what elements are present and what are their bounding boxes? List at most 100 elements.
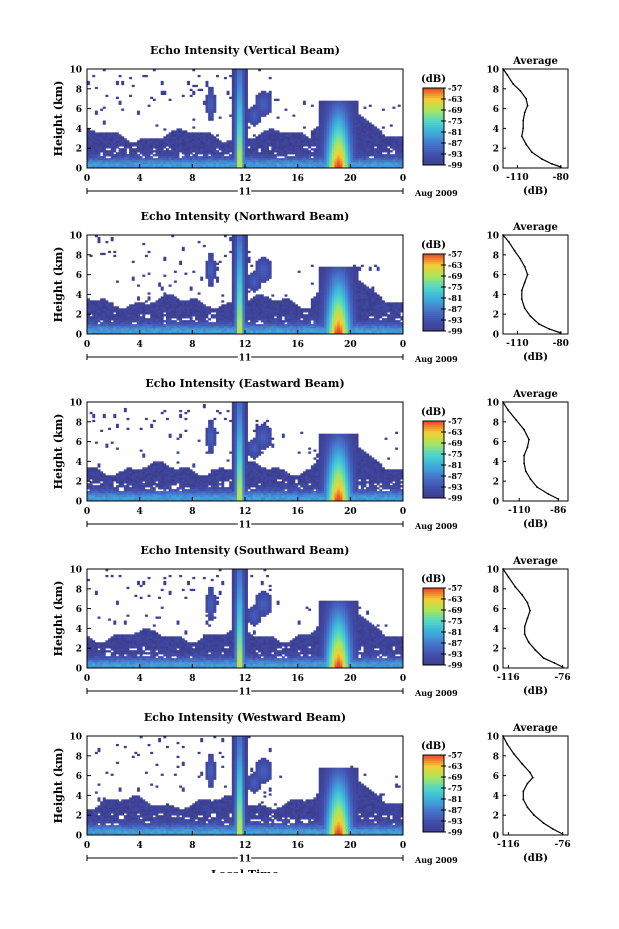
heatmap-cell [158, 142, 162, 145]
heatmap-cell [279, 330, 283, 333]
colorbar-tick-label: -69 [448, 105, 463, 115]
heatmap-cell [273, 140, 277, 143]
heatmap-cell [334, 326, 338, 329]
heatmap-cell [144, 156, 148, 159]
heatmap-cell [345, 150, 348, 153]
heatmap-cell [110, 330, 114, 333]
heatmap-cell [324, 158, 327, 161]
heatmap-cell [229, 114, 233, 117]
heatmap-cell [105, 320, 109, 323]
heatmap-cell [339, 150, 343, 153]
heatmap-cell [300, 138, 304, 141]
heatmap-cell [381, 160, 385, 163]
heatmap-cell [194, 148, 198, 151]
heatmap-cell [100, 164, 104, 167]
heatmap-cell [179, 300, 183, 303]
heatmap-cell [334, 138, 338, 141]
heatmap-cell [158, 150, 162, 153]
heatmap-cell [245, 156, 248, 159]
heatmap-cell [358, 128, 362, 131]
heatmap-cell [102, 120, 106, 123]
heatmap-cell [313, 160, 317, 163]
heatmap-cell [268, 318, 272, 321]
heatmap-cell [102, 332, 106, 335]
heatmap-cell [379, 150, 383, 153]
heatmap-cell [176, 162, 180, 165]
heatmap-cell [144, 140, 148, 143]
heatmap-cell [326, 116, 330, 119]
heatmap-cell [310, 314, 314, 317]
heatmap-cell [189, 158, 193, 161]
heatmap-cell [384, 144, 388, 147]
heatmap-cell [295, 322, 298, 325]
heatmap-cell [160, 298, 164, 301]
heatmap-cell [337, 112, 341, 115]
heatmap-cell [250, 114, 254, 117]
heatmap-cell [342, 136, 346, 139]
heatmap-cell [326, 268, 330, 271]
heatmap-cell [142, 316, 146, 319]
heatmap-cell [324, 110, 327, 113]
heatmap-cell [245, 314, 248, 317]
heatmap-cell [179, 310, 183, 313]
heatmap-cell [181, 316, 185, 319]
heatmap-cell [239, 126, 243, 129]
heatmap-cell [166, 164, 169, 167]
heatmap-cell [158, 154, 162, 157]
heatmap-cell [208, 282, 212, 285]
heatmap-cell [229, 166, 233, 169]
heatmap-cell [218, 314, 222, 317]
heatmap-cell [210, 112, 214, 115]
heatmap-cell [395, 146, 399, 149]
heatmap-cell [105, 136, 109, 139]
heatmap-cell [223, 152, 227, 155]
heatmap-cell [287, 144, 291, 147]
heatmap-cell [268, 272, 272, 275]
heatmap-cell [258, 324, 262, 327]
heatmap-cell [292, 132, 296, 135]
heatmap-cell [266, 260, 269, 264]
heatmap-cell [126, 140, 130, 143]
heatmap-cell [342, 100, 346, 103]
heatmap-cell [263, 94, 267, 98]
heatmap-cell [260, 164, 264, 167]
heatmap-cell [245, 76, 248, 80]
heatmap-cell [208, 254, 212, 258]
heatmap-cell [366, 164, 370, 167]
heatmap-cell [134, 160, 138, 163]
heatmap-cell [242, 238, 246, 242]
heatmap-cell [234, 235, 238, 238]
heatmap-cell [324, 310, 327, 313]
heatmap-cell [100, 148, 104, 151]
heatmap-cell [210, 162, 214, 165]
heatmap-cell [245, 102, 248, 105]
heatmap-cell [276, 142, 280, 145]
heatmap-cell [263, 298, 267, 301]
heatmap-cell [360, 160, 364, 163]
heatmap-cell [234, 270, 238, 273]
heatmap-cell [171, 140, 175, 143]
heatmap-cell [324, 120, 327, 123]
heatmap-cell [189, 156, 193, 159]
heatmap-cell [379, 156, 383, 159]
heatmap-cell [150, 324, 154, 327]
heatmap-cell [310, 136, 314, 139]
heatmap-cell [197, 156, 201, 159]
heatmap-cell [345, 154, 348, 157]
heatmap-cell [171, 322, 175, 325]
heatmap-cell [100, 310, 104, 313]
heatmap-cell [245, 328, 248, 331]
heatmap-cell [205, 162, 209, 165]
heatmap-cell [345, 122, 348, 125]
colorbar-swatch [423, 103, 444, 106]
heatmap-cell [360, 142, 364, 145]
heatmap-cell [337, 162, 341, 165]
heatmap-cell [102, 316, 106, 319]
heatmap-cell [163, 128, 167, 131]
heatmap-cell [242, 72, 246, 76]
heatmap-cell [231, 318, 235, 321]
heatmap-cell [137, 112, 140, 115]
heatmap-cell [281, 306, 285, 309]
heatmap-cell [231, 330, 235, 333]
